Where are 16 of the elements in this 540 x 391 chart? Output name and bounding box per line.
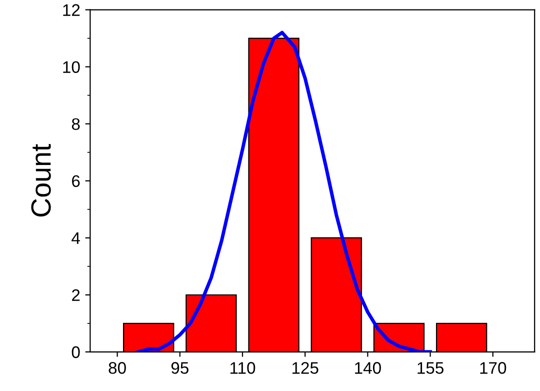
y-tick-label: 12 bbox=[63, 4, 80, 16]
x-tick-label: 170 bbox=[480, 362, 506, 374]
x-tick-label: 110 bbox=[230, 362, 256, 374]
x-tick-label: 155 bbox=[418, 362, 444, 374]
y-tick-label: 8 bbox=[72, 118, 80, 130]
y-tick-label: 2 bbox=[72, 289, 80, 301]
y-tick-label: 10 bbox=[63, 61, 80, 73]
x-tick-label: 80 bbox=[108, 362, 126, 374]
y-tick-label: 6 bbox=[72, 175, 80, 188]
x-tick-label: 140 bbox=[355, 362, 381, 374]
y-tick-label: 4 bbox=[72, 232, 80, 244]
y-axis-title: Count bbox=[31, 144, 51, 216]
x-tick-label: 95 bbox=[171, 362, 188, 374]
line-series bbox=[136, 30, 432, 352]
x-tick-label: 125 bbox=[292, 362, 318, 374]
y-tick-label: 0 bbox=[72, 346, 80, 358]
